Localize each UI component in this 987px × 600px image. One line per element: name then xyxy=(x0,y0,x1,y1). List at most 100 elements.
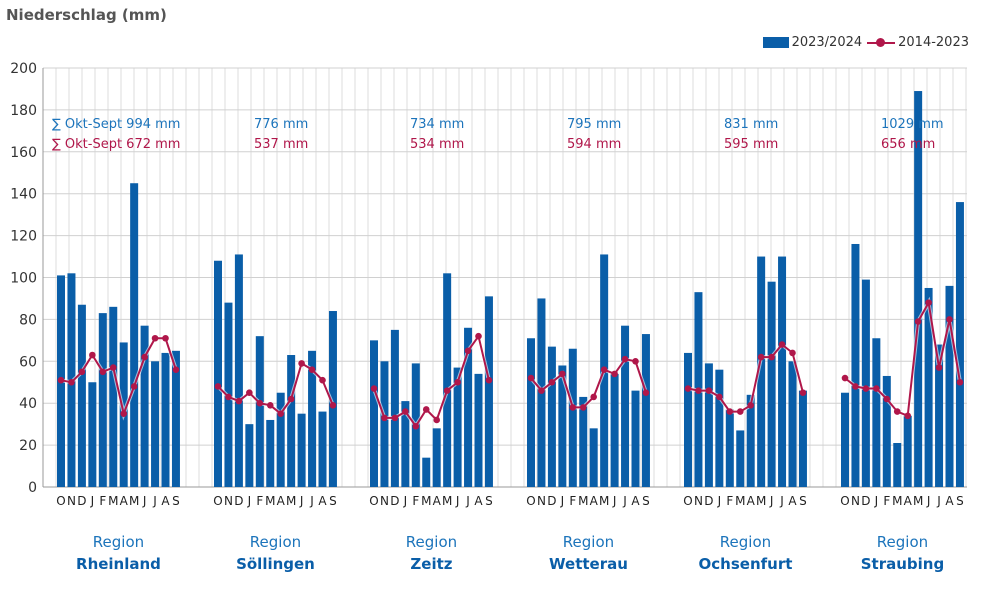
x-tick-label: F xyxy=(726,494,733,508)
line-point xyxy=(548,378,556,386)
x-tick-label: S xyxy=(329,494,337,508)
x-tick-label: A xyxy=(277,494,286,508)
line-point xyxy=(89,351,96,359)
bar xyxy=(527,338,535,487)
x-tick-label: A xyxy=(945,494,954,508)
bar xyxy=(872,338,881,487)
line-point xyxy=(852,383,859,390)
line-point xyxy=(57,376,65,384)
line-point xyxy=(68,378,75,386)
x-tick-label: S xyxy=(172,494,180,508)
line-point xyxy=(799,389,807,397)
x-tick-label: J xyxy=(717,494,722,508)
x-tick-label: A xyxy=(474,494,483,508)
region-label-top: Region xyxy=(249,533,302,551)
bar xyxy=(266,419,275,487)
bar xyxy=(234,254,243,487)
line-point xyxy=(308,366,316,373)
line-point xyxy=(747,401,754,409)
bar xyxy=(245,424,254,487)
x-tick-label: J xyxy=(455,494,460,508)
bar xyxy=(568,348,577,487)
x-tick-label: M xyxy=(756,494,766,508)
region-label-top: Region xyxy=(562,533,615,551)
bar xyxy=(684,352,692,487)
bar xyxy=(935,344,944,487)
bar xyxy=(287,355,296,487)
bar xyxy=(715,369,724,487)
bar xyxy=(778,256,787,487)
bar xyxy=(308,350,317,487)
line-point xyxy=(214,383,222,390)
line-point xyxy=(454,378,461,386)
region-label-name: Straubing xyxy=(860,555,945,573)
x-tick-label: O xyxy=(683,494,692,508)
x-tick-label: M xyxy=(286,494,296,508)
line-point xyxy=(883,395,891,403)
x-tick-label: J xyxy=(612,494,617,508)
x-tick-label: A xyxy=(161,494,170,508)
line-point xyxy=(277,410,285,417)
line-point xyxy=(141,353,148,361)
bar xyxy=(924,287,933,487)
x-tick-label: M xyxy=(442,494,452,508)
y-tick-label: 100 xyxy=(10,271,37,287)
line-point xyxy=(120,410,127,417)
line-point xyxy=(381,414,388,422)
bar xyxy=(318,411,327,487)
bar xyxy=(767,281,776,487)
region-label-name: Wetterau xyxy=(549,555,628,573)
region-label-top: Region xyxy=(876,533,929,551)
annotation-sum-bars: 831 mm xyxy=(724,117,778,132)
x-tick-label: A xyxy=(590,494,599,508)
bar xyxy=(151,361,160,487)
bar xyxy=(558,365,567,487)
line-point xyxy=(716,393,723,401)
line-point xyxy=(246,389,253,397)
bar xyxy=(903,415,912,487)
x-tick-label: J xyxy=(874,494,879,508)
line-point xyxy=(329,401,337,409)
x-tick-label: J xyxy=(247,494,252,508)
x-tick-label: D xyxy=(547,494,556,508)
y-tick-label: 40 xyxy=(19,396,37,412)
region-label-top: Region xyxy=(719,533,772,551)
x-tick-label: M xyxy=(599,494,609,508)
x-tick-label: S xyxy=(799,494,807,508)
y-tick-label: 60 xyxy=(19,354,37,370)
bar xyxy=(328,311,337,487)
x-tick-label: A xyxy=(433,494,442,508)
line-point xyxy=(130,383,138,390)
line-point xyxy=(391,414,399,422)
x-tick-label: O xyxy=(526,494,535,508)
bar xyxy=(631,390,640,487)
annotation-sum-bars: 776 mm xyxy=(254,117,308,132)
x-tick-label: M xyxy=(108,494,118,508)
line-point xyxy=(590,393,597,401)
x-tick-label: N xyxy=(537,494,546,508)
x-tick-label: M xyxy=(735,494,745,508)
bar xyxy=(297,413,306,487)
line-point xyxy=(225,393,232,401)
line-point xyxy=(485,376,493,384)
line-point xyxy=(235,397,243,405)
x-tick-label: J xyxy=(152,494,157,508)
x-tick-label: J xyxy=(779,494,784,508)
bar xyxy=(788,361,797,487)
y-tick-label: 0 xyxy=(28,480,37,496)
x-tick-label: D xyxy=(861,494,870,508)
x-tick-label: J xyxy=(560,494,565,508)
x-tick-label: O xyxy=(369,494,378,508)
line-point xyxy=(778,341,786,348)
annotation-sum-bars: 795 mm xyxy=(567,117,621,132)
x-tick-label: D xyxy=(77,494,86,508)
region-label-name: Zeitz xyxy=(410,555,453,573)
line-point xyxy=(621,355,629,363)
bar xyxy=(171,350,180,487)
line-point xyxy=(151,334,159,342)
x-tick-label: A xyxy=(747,494,756,508)
line-point xyxy=(538,387,545,394)
x-tick-label: J xyxy=(403,494,408,508)
line-point xyxy=(370,385,378,392)
x-tick-label: F xyxy=(256,494,263,508)
